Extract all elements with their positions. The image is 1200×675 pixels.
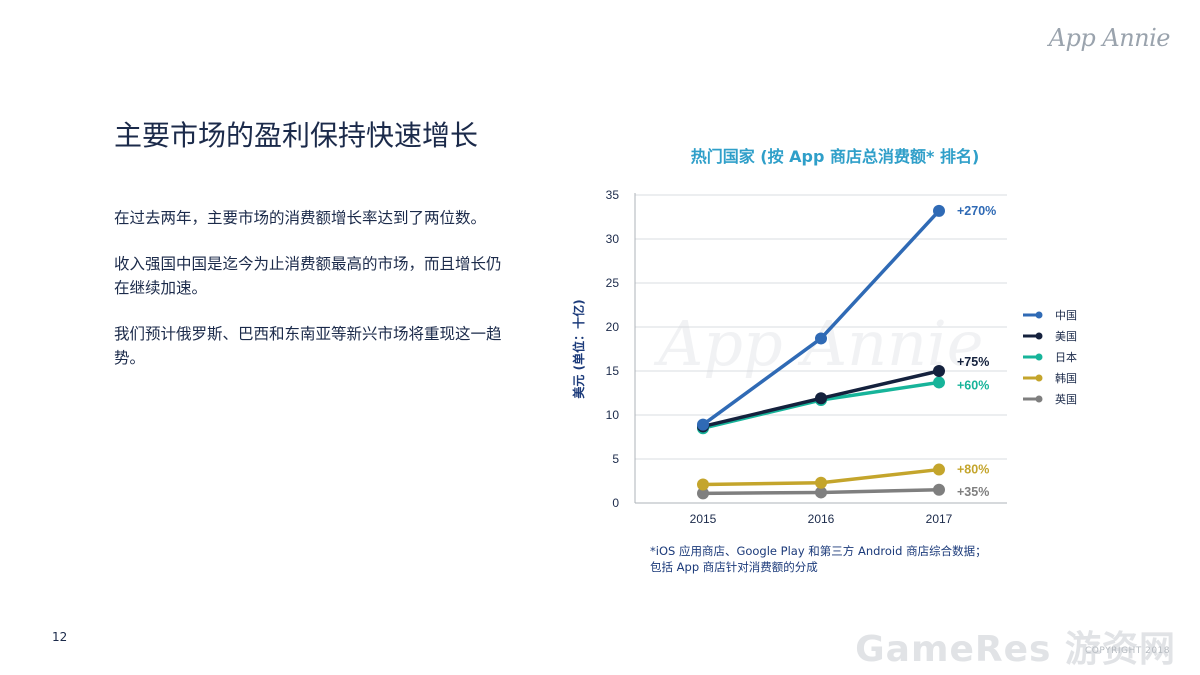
- y-tick-label: 0: [612, 496, 619, 510]
- y-tick-label: 5: [612, 452, 619, 466]
- legend-swatch-dot: [1035, 311, 1043, 319]
- data-point: [815, 332, 827, 345]
- legend-entry: 日本: [1055, 350, 1077, 364]
- growth-label: +80%: [957, 463, 989, 477]
- data-point: [933, 483, 945, 496]
- legend-swatch-dot: [1035, 374, 1043, 382]
- paragraph-3: 我们预计俄罗斯、巴西和东南亚等新兴市场将重现这一趋势。: [114, 325, 502, 367]
- page-number: 12: [52, 630, 68, 644]
- y-tick-label: 25: [606, 276, 620, 290]
- page-title: 主要市场的盈利保持快速增长: [114, 119, 479, 152]
- copyright-notice: COPYRIGHT 2018: [1084, 646, 1170, 656]
- data-point: [815, 476, 827, 489]
- growth-label: +35%: [957, 485, 989, 499]
- legend-swatch-dot: [1035, 332, 1043, 340]
- data-point: [933, 365, 945, 377]
- x-tick-label: 2017: [926, 512, 953, 526]
- y-tick-label: 10: [606, 408, 620, 422]
- data-point: [697, 418, 709, 431]
- data-point: [697, 478, 709, 491]
- chart-footnote: *iOS 应用商店、Google Play 和第三方 Android 商店综合数…: [650, 543, 987, 575]
- paragraph-2: 收入强国中国是迄今为止消费额最高的市场，而且增长仍在继续加速。: [114, 255, 502, 297]
- body-text: 在过去两年，主要市场的消费额增长率达到了两位数。 收入强国中国是迄今为止消费额最…: [114, 206, 514, 392]
- footnote-line-1: *iOS 应用商店、Google Play 和第三方 Android 商店综合数…: [650, 544, 987, 558]
- y-tick-label: 30: [606, 232, 620, 246]
- legend-entry: 韩国: [1055, 371, 1077, 385]
- x-tick-label: 2016: [808, 512, 835, 526]
- paragraph-1: 在过去两年，主要市场的消费额增长率达到了两位数。: [114, 209, 487, 227]
- y-tick-label: 20: [606, 320, 620, 334]
- y-axis-label: 美元 (单位：十亿): [571, 299, 586, 398]
- legend-entry: 美国: [1055, 330, 1077, 343]
- y-tick-label: 35: [606, 188, 620, 202]
- legend-entry: 英国: [1055, 392, 1077, 406]
- x-tick-label: 2015: [690, 512, 717, 526]
- legend-entry: 中国: [1055, 309, 1077, 322]
- data-point: [815, 486, 827, 499]
- footnote-line-2: 包括 App 商店针对消费额的分成: [650, 560, 818, 574]
- growth-label: +75%: [957, 355, 989, 369]
- growth-label: +60%: [957, 378, 989, 392]
- gameres-watermark: GameRes 游资网: [855, 629, 1176, 670]
- growth-label: +270%: [957, 204, 996, 218]
- data-point: [933, 204, 945, 217]
- y-tick-label: 15: [606, 364, 620, 378]
- app-annie-logo: App Annie: [1048, 24, 1171, 52]
- legend-swatch-dot: [1035, 353, 1043, 361]
- data-point: [697, 487, 709, 500]
- data-point: [933, 376, 945, 389]
- legend-swatch-dot: [1035, 395, 1043, 403]
- data-point: [933, 463, 945, 476]
- data-point: [815, 392, 827, 405]
- chart-title: 热门国家 (按 App 商店总消费额* 排名): [690, 147, 980, 166]
